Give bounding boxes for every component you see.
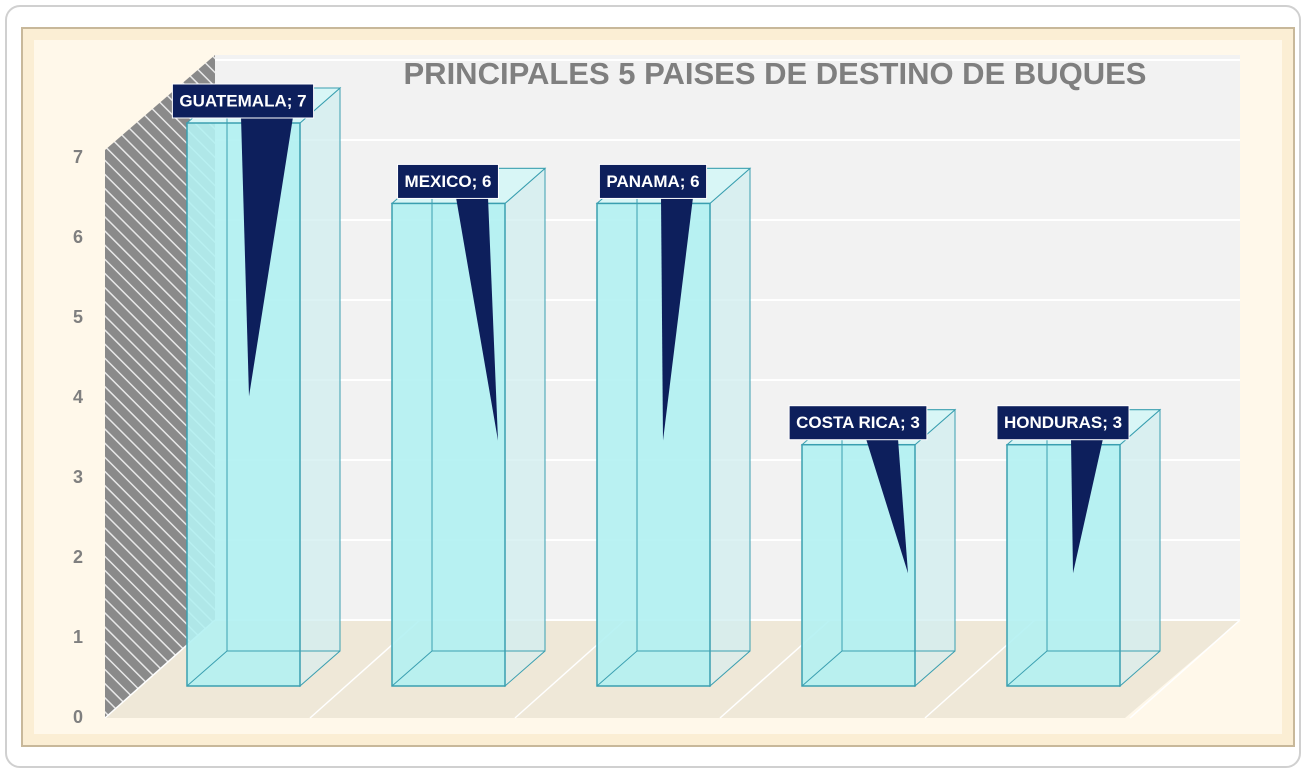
bar-side [914,408,956,688]
callout-pointer [661,197,693,441]
y-tick-label: 4 [73,387,83,407]
callout-pointer [456,197,498,441]
y-tick-label: 1 [73,627,83,647]
bar-side [1119,408,1161,688]
callout-pointer [1071,438,1103,574]
bar-side [709,167,751,688]
bar-side [504,167,546,688]
data-label: MEXICO; 6 [405,172,492,191]
y-tick-label: 2 [73,547,83,567]
bar-edge [801,650,843,687]
bar-edge [186,650,228,687]
y-tick-label: 0 [73,707,83,727]
y-tick-label: 7 [73,147,83,167]
chart-title: PRINCIPALES 5 PAISES DE DESTINO DE BUQUE… [404,56,1147,91]
callout-box [397,163,499,199]
bar-front [186,122,301,687]
callout-box [788,405,928,441]
callout-box [171,83,315,119]
data-label: COSTA RICA; 3 [796,413,920,432]
bar-edge [391,650,433,687]
bar-edge [596,650,638,687]
bar-front [1006,443,1121,687]
bar [185,86,342,688]
data-label: PANAMA; 6 [606,172,699,191]
callout-box [598,163,708,199]
data-label: GUATEMALA; 7 [179,91,306,110]
y-tick-label: 5 [73,307,83,327]
bar-edge [1006,650,1048,687]
data-label: HONDURAS; 3 [1004,413,1122,432]
callout-pointer [241,117,293,397]
floor-line [1129,619,1241,719]
bar-side [299,86,341,688]
callout-box [996,405,1130,441]
callout-pointer [866,438,908,574]
y-tick-label: 6 [73,227,83,247]
bar-front [596,202,711,687]
y-tick-label: 3 [73,467,83,487]
